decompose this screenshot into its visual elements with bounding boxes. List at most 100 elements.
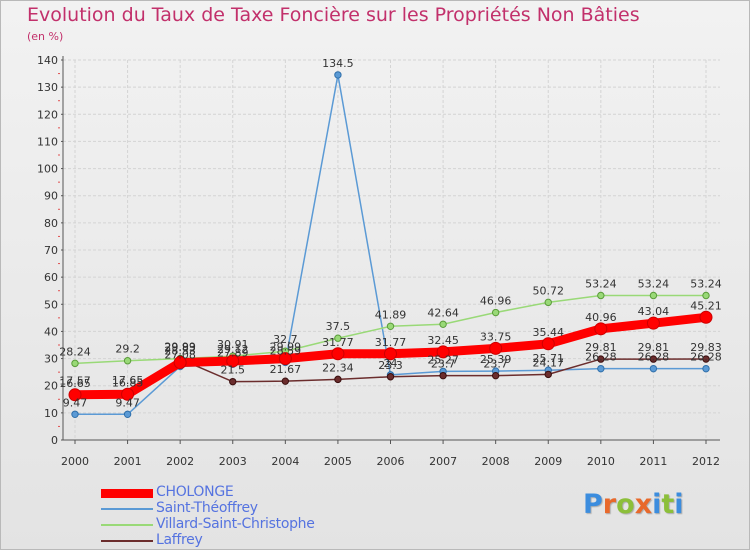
data-label: 29.81 (585, 341, 617, 354)
data-label: 29.99 (270, 341, 302, 354)
data-point (439, 320, 447, 328)
data-label: 17.65 (112, 374, 144, 387)
chart-title: Evolution du Taux de Taxe Foncière sur l… (27, 4, 640, 26)
data-point (334, 375, 342, 384)
data-label: 30.91 (217, 338, 249, 351)
data-label: 25.27 (427, 353, 459, 366)
data-label: 29.83 (690, 341, 722, 354)
x-tick-label: 2000 (61, 455, 89, 468)
data-point (702, 355, 710, 363)
legend-swatch-villard-saint-christophe (101, 524, 153, 526)
legend-label-villard-saint-christophe: Villard-Saint-Christophe (156, 516, 315, 532)
legend-label-laffrey: Laffrey (156, 532, 203, 548)
data-point (649, 355, 658, 363)
y-tick-label: 60 (44, 271, 58, 284)
data-label: 21.67 (270, 363, 302, 376)
data-label: 53.24 (585, 277, 617, 290)
data-point (491, 371, 500, 380)
y-tick-label: 70 (44, 244, 58, 257)
legend-swatch-cholonge (101, 489, 153, 498)
x-tick-label: 2005 (324, 455, 352, 468)
data-label: 50.72 (533, 284, 565, 297)
data-point (334, 71, 342, 79)
y-tick-label: 90 (44, 190, 58, 203)
data-point (649, 364, 658, 373)
data-point (331, 347, 345, 361)
data-label: 16.65 (59, 377, 91, 390)
data-point (278, 352, 292, 366)
y-tick-label: 80 (44, 217, 58, 230)
data-point (71, 410, 79, 418)
data-label: 134.5 (322, 57, 354, 70)
x-tick-label: 2010 (587, 455, 615, 468)
data-label: 29.81 (638, 341, 670, 354)
data-point (68, 388, 82, 402)
data-point (489, 341, 503, 355)
legend-swatch-saint-theoffrey (101, 508, 153, 510)
y-tick-label: 10 (44, 407, 58, 420)
data-point (544, 298, 552, 307)
logo-letter: i (652, 489, 662, 520)
data-point (123, 410, 132, 418)
data-label: 33.75 (480, 330, 512, 343)
data-point (334, 334, 342, 342)
data-label: 29.12 (217, 343, 249, 356)
data-label: 29.2 (115, 343, 140, 356)
data-point (123, 357, 132, 365)
legend-label-cholonge: CHOLONGE (156, 484, 234, 500)
x-tick-label: 2011 (639, 455, 667, 468)
data-label: 26.28 (638, 351, 670, 364)
data-label: 28.53 (164, 345, 196, 358)
proxiti-logo: Proxiti (583, 489, 684, 520)
data-point (281, 377, 290, 385)
data-label: 24 (384, 357, 398, 370)
data-label: 53.24 (690, 277, 722, 290)
data-label: 40.96 (585, 311, 617, 324)
data-point (702, 291, 710, 300)
data-point (173, 356, 187, 370)
y-tick-label: 50 (44, 298, 58, 311)
data-point (386, 373, 395, 381)
data-point (229, 377, 237, 386)
data-label: 27.08 (164, 348, 196, 361)
y-tick-label: 120 (37, 108, 58, 121)
data-label: 9.47 (63, 396, 88, 409)
data-label: 23.3 (378, 359, 403, 372)
data-point (491, 308, 500, 317)
data-label: 53.24 (638, 277, 670, 290)
logo-letter: i (674, 489, 684, 520)
data-point (121, 387, 135, 401)
data-label: 42.64 (427, 306, 459, 319)
data-label: 29.83 (164, 341, 196, 354)
data-point (386, 322, 395, 330)
series-layer (68, 71, 713, 418)
axes: 0 10 20 30 40 50 60 70 80 90 100 110 120 130 140 2000 20… (37, 54, 720, 468)
data-label: 27.89 (217, 346, 249, 359)
data-label: 26.28 (690, 351, 722, 364)
logo-letter: P (583, 489, 603, 520)
y-axis-unit: (en %) (27, 30, 64, 43)
data-point (597, 355, 605, 363)
y-tick-label: 140 (37, 54, 58, 67)
data-label: 31.77 (322, 336, 354, 349)
data-label: 31.77 (375, 336, 407, 349)
data-label: 28.24 (59, 345, 91, 358)
x-tick-label: 2008 (482, 455, 510, 468)
data-label: 17.57 (59, 374, 91, 387)
data-point (702, 364, 710, 373)
data-point (439, 371, 447, 380)
data-point (649, 291, 658, 300)
data-point (646, 316, 660, 330)
data-label: 24.17 (533, 356, 565, 369)
x-tick-label: 2003 (219, 455, 247, 468)
x-tick-label: 2007 (429, 455, 457, 468)
data-label: 32.45 (427, 334, 459, 347)
y-tick-label: 0 (51, 434, 58, 447)
y-tick-label: 110 (37, 135, 58, 148)
data-label: 45.21 (690, 299, 722, 312)
data-label: 41.89 (375, 308, 407, 321)
data-label: 23.7 (431, 358, 456, 371)
x-tick-label: 2004 (271, 455, 299, 468)
